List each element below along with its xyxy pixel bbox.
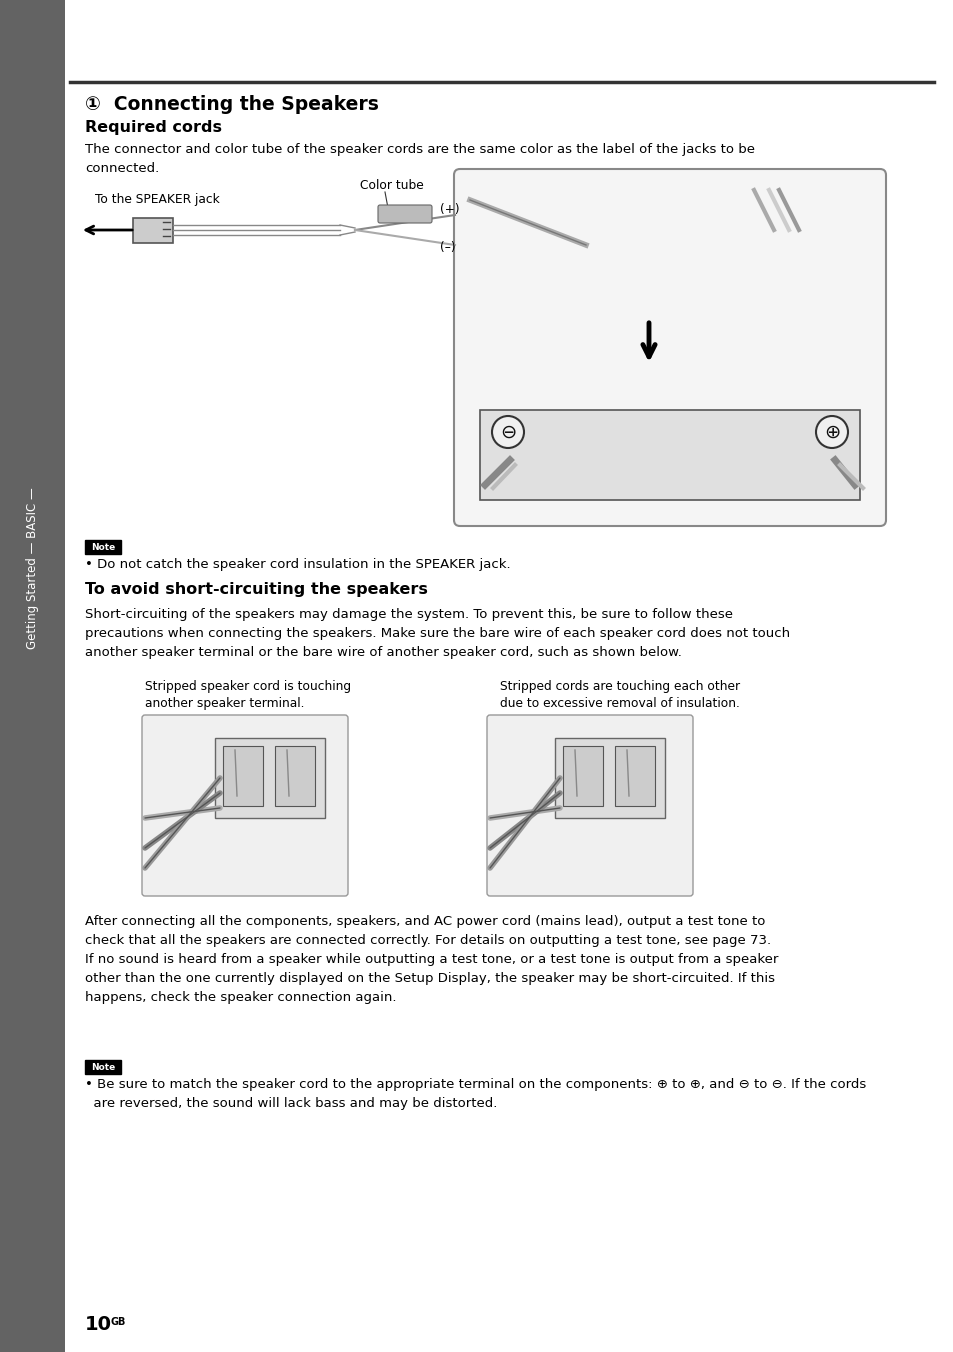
FancyBboxPatch shape bbox=[454, 169, 885, 526]
Text: Note: Note bbox=[91, 542, 115, 552]
Text: ⊖: ⊖ bbox=[499, 422, 516, 442]
Bar bbox=[214, 738, 325, 818]
Bar bbox=[479, 410, 859, 500]
Text: Note: Note bbox=[91, 1063, 115, 1072]
Text: Stripped speaker cord is touching
another speaker terminal.: Stripped speaker cord is touching anothe… bbox=[145, 680, 351, 710]
Text: Stripped cords are touching each other
due to excessive removal of insulation.: Stripped cords are touching each other d… bbox=[499, 680, 740, 710]
Text: 10: 10 bbox=[85, 1315, 112, 1334]
Bar bbox=[85, 539, 121, 554]
Text: ①  Connecting the Speakers: ① Connecting the Speakers bbox=[85, 95, 378, 114]
Text: After connecting all the components, speakers, and AC power cord (mains lead), o: After connecting all the components, spe… bbox=[85, 915, 778, 1005]
Text: • Be sure to match the speaker cord to the appropriate terminal on the component: • Be sure to match the speaker cord to t… bbox=[85, 1078, 865, 1110]
Bar bbox=[223, 746, 263, 806]
Text: • Do not catch the speaker cord insulation in the SPEAKER jack.: • Do not catch the speaker cord insulati… bbox=[85, 558, 510, 571]
Circle shape bbox=[492, 416, 523, 448]
Text: Required cords: Required cords bbox=[85, 120, 222, 135]
Text: Color tube: Color tube bbox=[359, 178, 423, 192]
Text: Getting Started — BASIC —: Getting Started — BASIC — bbox=[26, 487, 39, 649]
FancyBboxPatch shape bbox=[486, 715, 692, 896]
Circle shape bbox=[815, 416, 847, 448]
Text: GB: GB bbox=[111, 1317, 126, 1328]
Bar bbox=[274, 746, 314, 806]
FancyBboxPatch shape bbox=[142, 715, 348, 896]
FancyBboxPatch shape bbox=[377, 206, 432, 223]
Text: ⊕: ⊕ bbox=[823, 422, 840, 442]
Bar bbox=[562, 746, 602, 806]
Bar bbox=[0, 0, 65, 1352]
Bar bbox=[555, 738, 664, 818]
Bar bbox=[615, 746, 655, 806]
Text: (–): (–) bbox=[439, 242, 456, 254]
Bar bbox=[132, 218, 172, 243]
Text: (+): (+) bbox=[439, 204, 459, 216]
Text: Short-circuiting of the speakers may damage the system. To prevent this, be sure: Short-circuiting of the speakers may dam… bbox=[85, 608, 789, 658]
Bar bbox=[85, 1060, 121, 1073]
Text: To avoid short-circuiting the speakers: To avoid short-circuiting the speakers bbox=[85, 581, 428, 598]
Text: The connector and color tube of the speaker cords are the same color as the labe: The connector and color tube of the spea… bbox=[85, 143, 754, 174]
Text: To the SPEAKER jack: To the SPEAKER jack bbox=[95, 193, 219, 207]
